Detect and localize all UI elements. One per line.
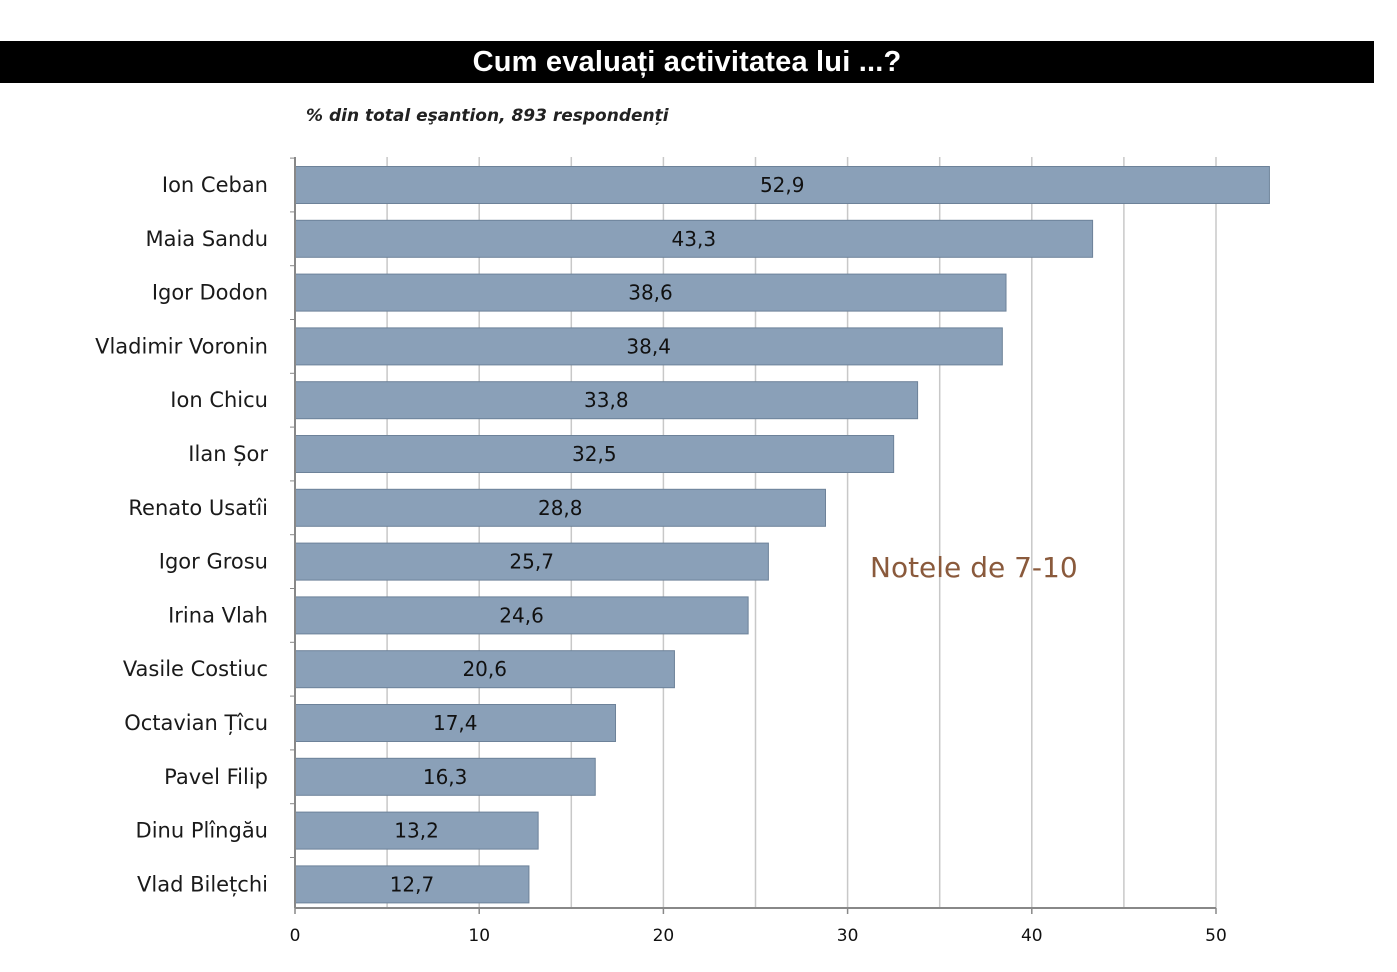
- bar: [294, 757, 596, 796]
- category-label: Dinu Plîngău: [136, 819, 268, 843]
- bar: [294, 435, 895, 473]
- bars-group: [294, 166, 1270, 904]
- value-label: 28,8: [538, 496, 583, 520]
- x-tick-label: 40: [1021, 926, 1043, 946]
- labels-group: Ion Ceban 52,9 Maia Sandu 43,3 Igor Dodon 38,…: [95, 173, 804, 896]
- category-label: Igor Grosu: [159, 550, 268, 574]
- bar: [294, 542, 769, 581]
- category-label: Vladimir Voronin: [95, 334, 268, 358]
- category-label: Vlad Bilețchi: [137, 872, 268, 896]
- bar: [294, 596, 749, 635]
- value-label: 38,4: [626, 334, 671, 358]
- bar: [294, 273, 1007, 312]
- chart-title-bar: Cum evaluați activitatea lui ...?: [0, 41, 1374, 83]
- value-label: 13,2: [394, 819, 439, 843]
- chart-subtitle: % din total eşantion, 893 respondenți: [306, 106, 669, 126]
- bar: [294, 865, 530, 904]
- x-tick-label: 20: [653, 926, 675, 946]
- value-label: 20,6: [462, 657, 507, 681]
- x-tick-label: 0: [290, 926, 301, 946]
- value-label: 12,7: [390, 872, 435, 896]
- category-label: Octavian Țîcu: [124, 711, 268, 735]
- bar: [294, 166, 1270, 204]
- bar: [294, 219, 1094, 258]
- category-label: Igor Dodon: [152, 281, 268, 305]
- category-label: Pavel Filip: [164, 765, 268, 789]
- value-label: 25,7: [509, 550, 554, 574]
- category-label: Ion Ceban: [162, 173, 268, 197]
- value-label: 33,8: [584, 388, 629, 412]
- value-label: 43,3: [672, 227, 717, 251]
- x-tick-label: 50: [1205, 926, 1227, 946]
- value-label: 24,6: [499, 603, 544, 627]
- category-label: Vasile Costiuc: [123, 657, 268, 681]
- category-label: Ilan Șor: [188, 442, 268, 466]
- bar: [294, 381, 919, 420]
- bar: [294, 650, 675, 689]
- value-label: 16,3: [423, 765, 468, 789]
- value-label: 32,5: [572, 442, 617, 466]
- value-label: 17,4: [433, 711, 478, 735]
- x-tick-label: 30: [837, 926, 859, 946]
- axes-group: 0 10 20 30 40 50: [290, 157, 1227, 946]
- value-label: 38,6: [628, 281, 673, 305]
- value-label: 52,9: [760, 173, 805, 197]
- category-label: Maia Sandu: [145, 227, 268, 251]
- category-label: Renato Usatîi: [128, 496, 268, 520]
- chart-annotation: Notele de 7-10: [870, 551, 1078, 584]
- x-tick-label: 10: [468, 926, 490, 946]
- category-label: Ion Chicu: [170, 388, 268, 412]
- bar: [294, 327, 1003, 366]
- bar: [294, 811, 539, 850]
- category-label: Irina Vlah: [168, 603, 268, 627]
- chart-title: Cum evaluați activitatea lui ...?: [472, 45, 902, 78]
